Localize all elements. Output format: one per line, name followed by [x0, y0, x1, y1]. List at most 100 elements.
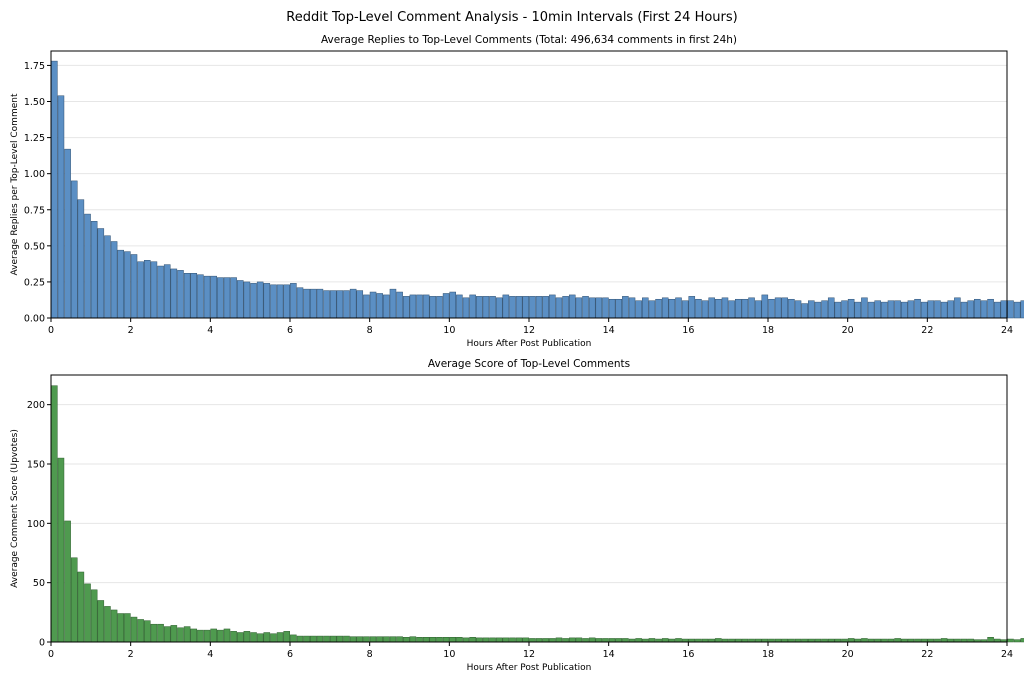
score-x-tick-label: 14	[603, 649, 615, 660]
score-bar	[535, 638, 543, 643]
score-x-axis-label: Hours After Post Publication	[467, 663, 592, 673]
replies-bar	[217, 277, 224, 319]
replies-bar	[183, 273, 191, 319]
replies-bar	[861, 297, 868, 319]
replies-bar	[343, 290, 350, 319]
score-bar	[462, 637, 470, 643]
replies-bar	[960, 301, 968, 319]
score-y-tick-label: 50	[33, 578, 45, 589]
score-bar	[203, 629, 211, 643]
replies-bar	[376, 293, 383, 319]
replies-x-tick-label: 16	[682, 325, 694, 336]
replies-bar	[947, 300, 955, 319]
replies-bar	[356, 290, 364, 319]
replies-bar	[349, 288, 357, 319]
score-bar	[217, 629, 224, 643]
score-bar	[64, 520, 71, 643]
replies-bar	[602, 297, 609, 319]
score-x-tick-label: 2	[128, 649, 134, 660]
replies-bar	[515, 296, 523, 319]
replies-bar	[104, 235, 111, 319]
score-bar	[595, 638, 603, 643]
score-bar	[622, 638, 629, 643]
score-bar	[363, 636, 370, 643]
replies-y-tick-label: 0.75	[24, 205, 45, 216]
replies-bar	[801, 303, 808, 319]
replies-bar	[323, 290, 330, 319]
score-x-tick-label: 24	[1001, 649, 1013, 660]
replies-bar	[894, 300, 901, 319]
replies-bar	[980, 300, 988, 319]
replies-bar	[715, 298, 722, 319]
score-x-tick-label: 4	[207, 649, 213, 660]
replies-x-tick-label: 2	[128, 325, 134, 336]
replies-bar	[748, 297, 755, 319]
replies-bar	[987, 298, 994, 319]
replies-bar	[250, 283, 257, 319]
replies-bar	[768, 298, 775, 319]
score-bar	[661, 638, 669, 643]
replies-bar	[57, 95, 65, 319]
replies-bar	[436, 296, 443, 319]
replies-bar	[635, 300, 642, 319]
score-x-tick-label: 18	[762, 649, 774, 660]
replies-y-tick-label: 1.75	[24, 61, 45, 72]
replies-bar	[90, 221, 98, 319]
replies-bar	[263, 283, 271, 319]
replies-bar	[854, 301, 862, 319]
score-bar	[223, 628, 231, 643]
replies-bar	[190, 273, 198, 319]
score-bar	[316, 635, 324, 643]
replies-bar	[841, 300, 848, 319]
replies-bar	[117, 249, 124, 319]
replies-bar	[402, 296, 410, 319]
replies-bar	[821, 300, 828, 319]
score-bar	[117, 613, 124, 643]
replies-bar	[794, 300, 802, 319]
score-bar	[190, 628, 198, 643]
replies-bar	[482, 296, 490, 319]
score-bars	[51, 385, 1024, 643]
replies-bar	[236, 280, 244, 319]
replies-bar	[363, 294, 370, 319]
score-bar	[124, 613, 131, 643]
replies-bar	[77, 199, 85, 319]
replies-bar	[476, 296, 483, 319]
replies-bar	[137, 261, 144, 319]
score-bar	[1007, 638, 1014, 643]
replies-bar	[1000, 300, 1008, 319]
score-bar	[409, 636, 417, 643]
score-bar	[515, 637, 523, 643]
replies-bar	[157, 265, 164, 319]
replies-bar	[728, 300, 735, 319]
replies-bar	[907, 300, 915, 319]
score-bar	[263, 632, 271, 643]
replies-x-tick-label: 4	[207, 325, 213, 336]
replies-y-tick-label: 0.50	[24, 241, 45, 252]
replies-x-tick-label: 12	[523, 325, 535, 336]
replies-x-tick-label: 6	[287, 325, 293, 336]
replies-bar	[642, 297, 649, 319]
score-bar	[894, 638, 901, 643]
replies-bar	[688, 296, 696, 319]
replies-bar	[721, 297, 729, 319]
score-bar	[276, 632, 284, 643]
replies-bar	[661, 297, 669, 319]
replies-x-axis-label: Hours After Post Publication	[467, 339, 592, 349]
replies-bar	[529, 296, 536, 319]
replies-bar	[310, 288, 317, 319]
score-bar	[376, 636, 383, 643]
replies-bar	[469, 294, 476, 319]
score-bar	[615, 638, 623, 643]
score-bar	[402, 637, 410, 643]
score-bar	[529, 638, 536, 643]
score-bar	[549, 638, 556, 643]
replies-bar	[124, 251, 131, 319]
score-bar	[323, 635, 330, 643]
score-bar	[648, 638, 656, 643]
replies-bar	[874, 300, 881, 319]
score-bar	[1013, 639, 1021, 643]
replies-bar	[270, 284, 277, 319]
score-bar	[197, 629, 204, 643]
replies-bar	[522, 296, 530, 319]
